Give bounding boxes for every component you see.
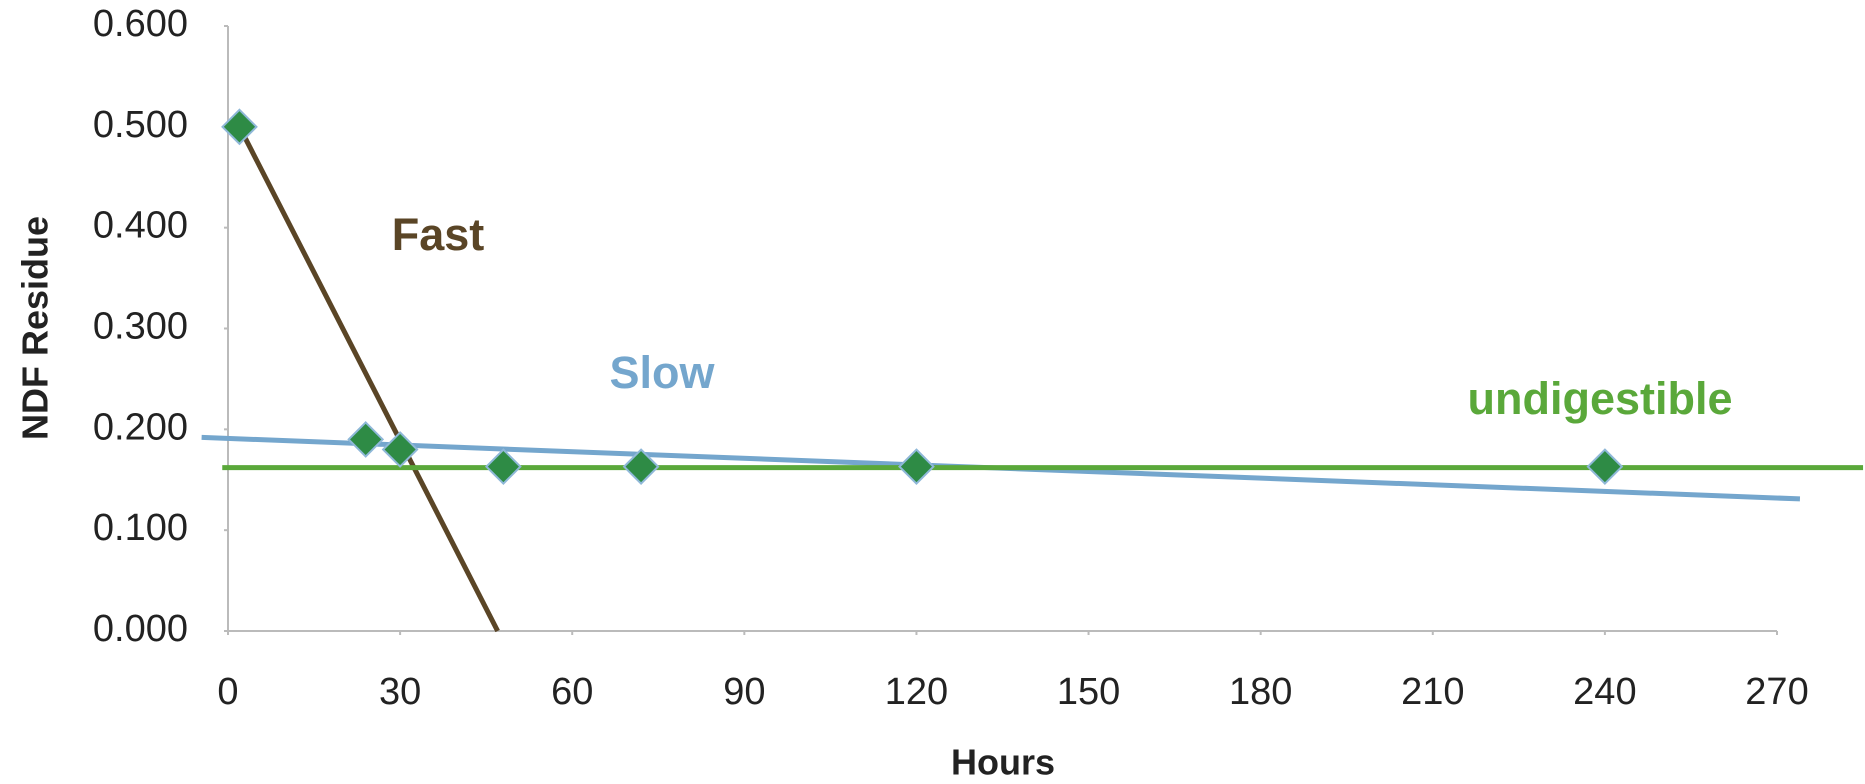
x-tick-label: 210	[1401, 671, 1464, 713]
y-axis-label: NDF Residue	[15, 216, 56, 440]
y-tick-label: 0.600	[93, 3, 188, 45]
x-tick-label: 90	[723, 671, 765, 713]
line-label: Slow	[609, 347, 715, 398]
x-tick-label: 0	[217, 671, 238, 713]
x-tick-label: 240	[1573, 671, 1636, 713]
x-tick-label: 150	[1057, 671, 1120, 713]
data-point	[898, 448, 935, 486]
data-point	[347, 421, 385, 458]
data-point	[221, 108, 258, 146]
y-tick-label: 0.100	[93, 507, 188, 549]
y-tick-label: 0.200	[93, 406, 188, 448]
x-tick-label: 30	[379, 671, 421, 713]
line-label: undigestible	[1467, 373, 1732, 424]
y-tick-label: 0.300	[93, 306, 188, 348]
x-tick-label: 180	[1229, 671, 1292, 713]
y-tick-label: 0.400	[93, 205, 188, 247]
trend-line	[237, 125, 500, 633]
x-axis-label: Hours	[951, 742, 1055, 783]
x-tick-label: 120	[885, 671, 948, 713]
data-point	[1586, 448, 1624, 486]
x-tick-label: 60	[551, 671, 593, 713]
line-label: Fast	[392, 209, 485, 260]
data-point	[622, 448, 660, 486]
y-tick-label: 0.500	[93, 104, 188, 146]
y-tick-label: 0.000	[93, 608, 188, 650]
x-tick-label: 270	[1745, 671, 1808, 713]
data-point	[381, 431, 419, 468]
data-point	[484, 448, 522, 486]
